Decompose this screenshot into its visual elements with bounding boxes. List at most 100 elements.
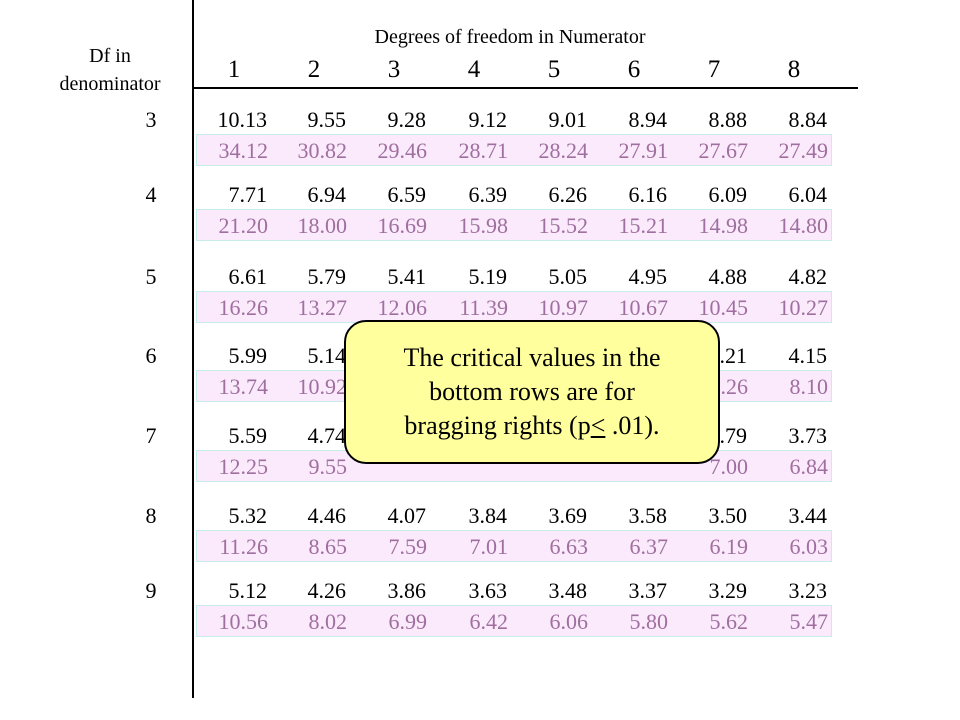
cell-p05: 4.88: [708, 264, 748, 289]
cell-p01: 11.26: [219, 534, 268, 559]
callout-line3-prefix: bragging rights (p: [404, 411, 591, 440]
cell-p01: 7.01: [469, 534, 509, 559]
cell-p01: 10.92: [297, 374, 348, 399]
cell-p01: 27.67: [698, 138, 749, 163]
table-row-p05: 10.13 9.55 9.28 9.12 9.01 8.94 8.88 8.84: [194, 105, 834, 135]
cell-p05: 6.39: [468, 182, 508, 207]
column-header: 2: [307, 56, 321, 83]
cell-p01: 8.02: [308, 609, 348, 634]
cell-p05: 3.29: [708, 578, 748, 603]
cell-p05: 3.44: [788, 503, 828, 528]
cell-p05: 9.01: [548, 107, 588, 132]
row-title-line2: denominator: [59, 73, 161, 95]
cell-p05: 6.04: [788, 182, 828, 207]
cell-p05: 4.07: [387, 503, 427, 528]
row-df-label: 3: [145, 107, 157, 132]
table-row-p01: 12.25 9.55 7.00 6.84: [196, 450, 832, 482]
cell-p01: 7.00: [709, 454, 749, 479]
row-title: Df in denominator: [40, 42, 180, 98]
cell-p01: 27.91: [618, 138, 669, 163]
row-title-line1: Df in: [89, 45, 131, 67]
cell-p05: 3.58: [628, 503, 668, 528]
cell-p05: 3.48: [548, 578, 588, 603]
cell-p01: 28.71: [458, 138, 509, 163]
cell-p05: 7.71: [228, 182, 268, 207]
cell-p05: 8.88: [708, 107, 748, 132]
table-row-p01: 16.26 13.27 12.06 11.39 10.97 10.67 10.45 10.27: [196, 291, 832, 323]
vertical-divider: [192, 0, 194, 698]
cell-p01: 6.84: [789, 454, 829, 479]
cell-p05: 3.37: [628, 578, 668, 603]
table-row-p05: 6.61 5.79 5.41 5.19 5.05 4.95 4.88 4.82: [194, 262, 834, 292]
column-header: 7: [707, 56, 721, 83]
cell-p05: 6.16: [628, 182, 668, 207]
callout-line3-symbol: <: [590, 411, 606, 440]
cell-p05: 9.28: [387, 107, 427, 132]
cell-p05: 3.50: [708, 503, 748, 528]
cell-p01: 12.25: [218, 454, 269, 479]
cell-p01: 12.06: [377, 295, 428, 320]
callout-line1: The critical values in the: [403, 343, 661, 372]
cell-p01: 8.65: [308, 534, 348, 559]
cell-p05: 10.13: [217, 107, 268, 132]
cell-p05: 8.94: [628, 107, 668, 132]
row-df-label: 9: [145, 578, 157, 603]
cell-p05: 6.59: [387, 182, 427, 207]
table-row-p01: 11.26 8.65 7.59 7.01 6.63 6.37 6.19 6.03: [196, 530, 832, 562]
cell-p05: 5.59: [228, 423, 268, 448]
cell-p01: 15.21: [618, 213, 669, 238]
cell-p05: 4.74: [307, 423, 347, 448]
column-header: 1: [227, 56, 241, 83]
cell-p05: 5.19: [468, 264, 508, 289]
cell-p05: 9.12: [468, 107, 508, 132]
cell-p05: 3.63: [468, 578, 508, 603]
cell-p01: 14.80: [778, 213, 829, 238]
cell-p01: 10.45: [698, 295, 749, 320]
cell-p01: 10.67: [618, 295, 669, 320]
cell-p05: 5.79: [307, 264, 347, 289]
header-underline: [194, 87, 858, 89]
cell-p01: 28.24: [538, 138, 589, 163]
cell-p05: 4.15: [788, 343, 828, 368]
cell-p05: 6.09: [708, 182, 748, 207]
cell-p05: 5.99: [228, 343, 268, 368]
cell-p05: 6.26: [548, 182, 588, 207]
cell-p05: 3.84: [468, 503, 508, 528]
cell-p01: 11.39: [459, 295, 508, 320]
cell-p01: 9.55: [308, 454, 348, 479]
cell-p01: 30.82: [297, 138, 348, 163]
column-header: 4: [467, 56, 481, 83]
row-df-label: 4: [145, 182, 157, 207]
callout-line2: bottom rows are for: [429, 377, 635, 406]
cell-p01: 18.00: [297, 213, 348, 238]
cell-p01: 8.10: [789, 374, 829, 399]
callout-note: The critical values in the bottom rows a…: [344, 320, 720, 464]
cell-p01: 21.20: [218, 213, 269, 238]
table-row-p01: 21.20 18.00 16.69 15.98 15.52 15.21 14.98 14.80: [196, 209, 832, 241]
cell-p05: 9.55: [307, 107, 347, 132]
table-row-p05: 5.12 4.26 3.86 3.63 3.48 3.37 3.29 3.23: [194, 576, 834, 606]
cell-p01: 6.42: [469, 609, 509, 634]
table-row-p05: 5.99 5.14 4.21 4.15: [194, 341, 834, 371]
table-row-p01: 10.56 8.02 6.99 6.42 6.06 5.80 5.62 5.47: [196, 605, 832, 637]
cell-p01: 10.56: [218, 609, 269, 634]
cell-p05: 4.82: [788, 264, 828, 289]
cell-p05: 4.46: [307, 503, 347, 528]
cell-p01: 14.98: [698, 213, 749, 238]
cell-p01: 6.37: [629, 534, 669, 559]
cell-p01: 6.03: [789, 534, 829, 559]
cell-p01: 7.59: [388, 534, 428, 559]
cell-p05: 6.61: [228, 264, 268, 289]
cell-p05: 5.12: [228, 578, 268, 603]
cell-p05: 4.26: [307, 578, 347, 603]
cell-p01: 5.80: [629, 609, 669, 634]
column-header: 8: [787, 56, 801, 83]
row-df-label: 8: [145, 503, 157, 528]
cell-p01: 34.12: [218, 138, 269, 163]
cell-p01: 5.47: [789, 609, 829, 634]
column-header: 6: [627, 56, 641, 83]
cell-p05: 5.14: [307, 343, 347, 368]
cell-p01: 15.52: [538, 213, 589, 238]
table-row-p05: 5.32 4.46 4.07 3.84 3.69 3.58 3.50 3.44: [194, 501, 834, 531]
table-row-p01: 34.12 30.82 29.46 28.71 28.24 27.91 27.67 27.49: [196, 134, 832, 166]
